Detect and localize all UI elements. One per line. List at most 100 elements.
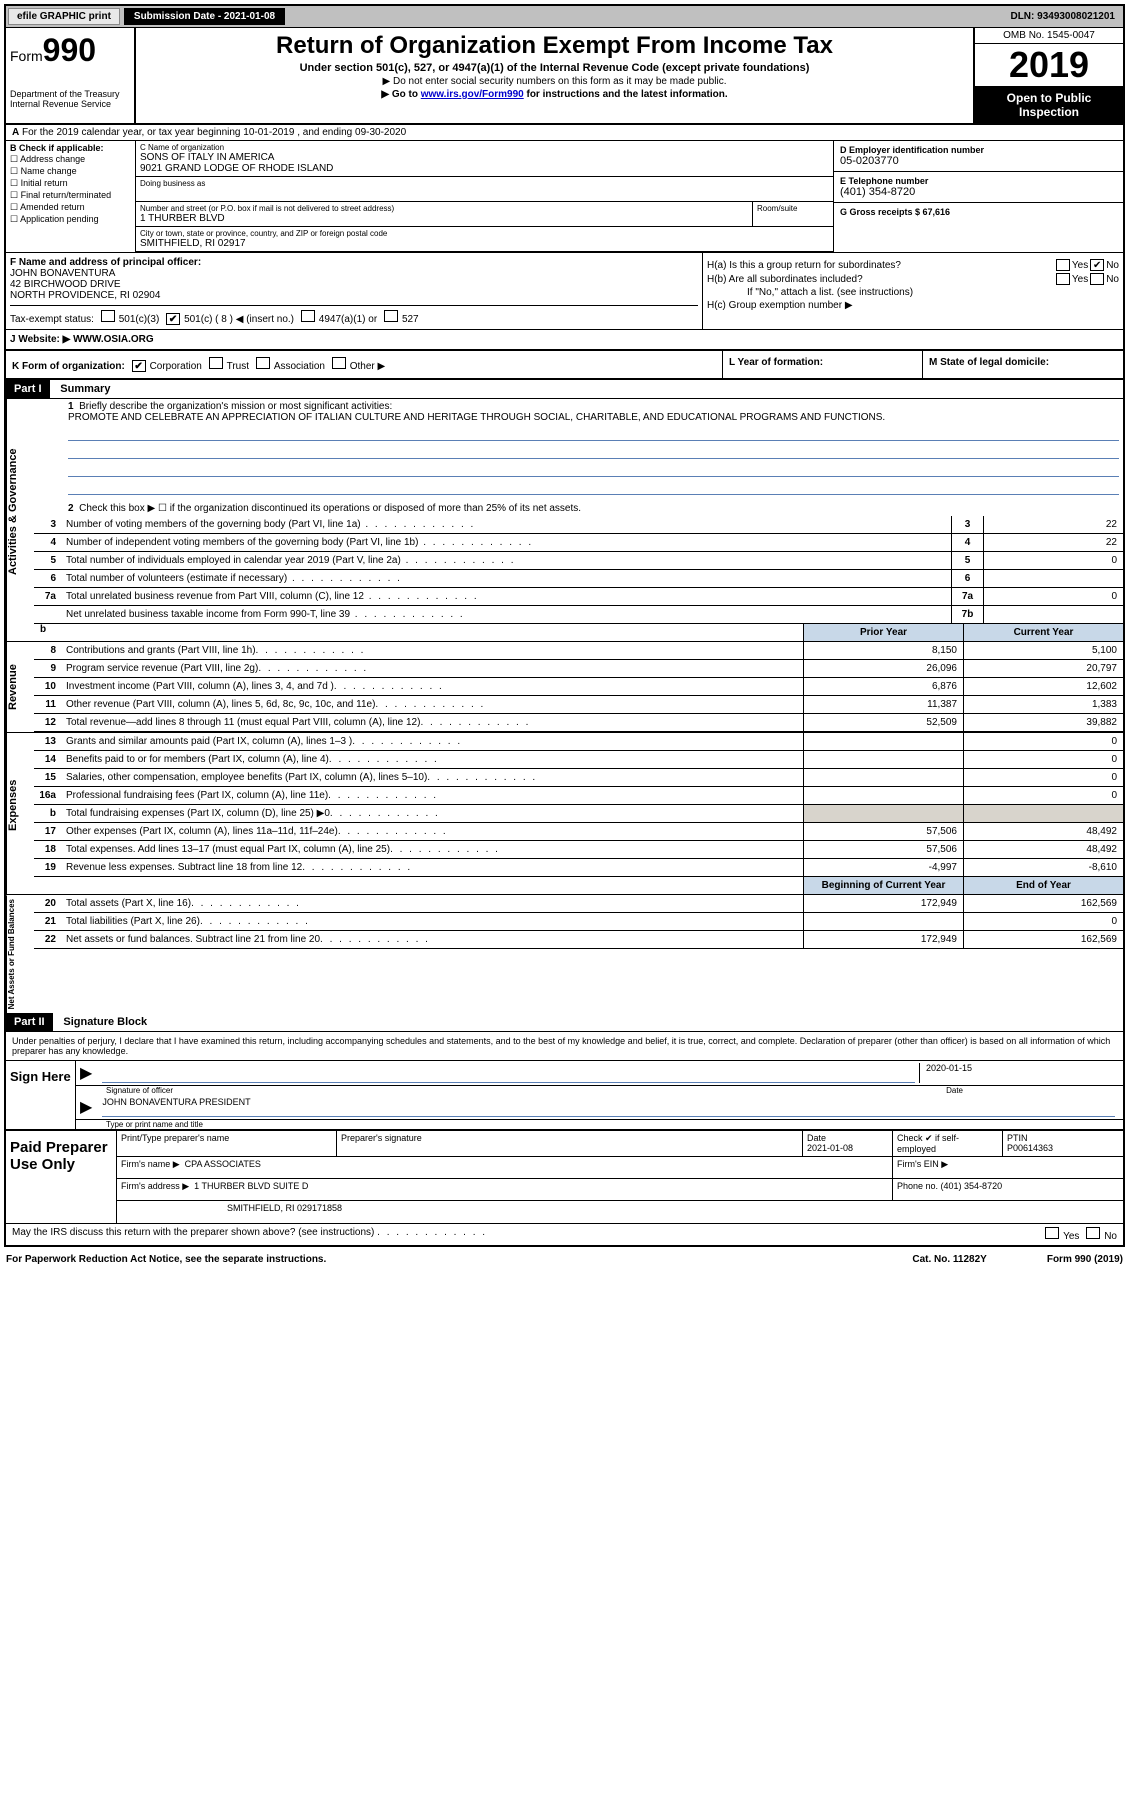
financial-line: 18Total expenses. Add lines 13–17 (must … (34, 841, 1123, 859)
irs-link[interactable]: www.irs.gov/Form990 (421, 89, 524, 100)
discuss-question: May the IRS discuss this return with the… (12, 1227, 917, 1242)
financial-line: 17Other expenses (Part IX, column (A), l… (34, 823, 1123, 841)
ha-no[interactable]: ✔ (1090, 259, 1104, 271)
line-1: 1 Briefly describe the organization's mi… (34, 399, 1123, 501)
discuss-no[interactable] (1086, 1227, 1100, 1239)
firm-addr2: SMITHFIELD, RI 029171858 (117, 1201, 1123, 1223)
officer-typed-name: JOHN BONAVENTURA PRESIDENT (102, 1097, 250, 1107)
form-header: Form990 Department of the TreasuryIntern… (6, 28, 1123, 125)
financial-line: 22Net assets or fund balances. Subtract … (34, 931, 1123, 949)
financial-line: 8Contributions and grants (Part VIII, li… (34, 642, 1123, 660)
check-501c[interactable]: ✔ (166, 313, 180, 325)
part2-header: Part II Signature Block (6, 1013, 1123, 1032)
side-governance: Activities & Governance (6, 399, 34, 624)
dept-label: Department of the TreasuryInternal Reven… (10, 89, 130, 109)
tax-year: 2019 (975, 44, 1123, 87)
check-final-return[interactable]: ☐ Final return/terminated (10, 190, 131, 201)
signature-arrow-icon: ▶ (80, 1063, 98, 1083)
financial-line: 10Investment income (Part VIII, column (… (34, 678, 1123, 696)
side-expenses: Expenses (6, 733, 34, 877)
check-application-pending[interactable]: ☐ Application pending (10, 214, 131, 225)
financial-line: 16aProfessional fundraising fees (Part I… (34, 787, 1123, 805)
box-d: D Employer identification number 05-0203… (833, 141, 1123, 252)
check-other[interactable] (332, 357, 346, 369)
financial-line: 14Benefits paid to or for members (Part … (34, 751, 1123, 769)
paid-preparer-label: Paid Preparer Use Only (6, 1131, 116, 1223)
financial-line: 15Salaries, other compensation, employee… (34, 769, 1123, 787)
mission-text: PROMOTE AND CELEBRATE AN APPRECIATION OF… (68, 412, 885, 423)
check-address-change[interactable]: ☐ Address change (10, 154, 131, 165)
gov-line: 7aTotal unrelated business revenue from … (34, 588, 1123, 606)
gross-receipts: G Gross receipts $ 67,616 (840, 207, 1117, 217)
side-netassets: Net Assets or Fund Balances (6, 895, 34, 1013)
line-a: A For the 2019 calendar year, or tax yea… (6, 125, 1123, 141)
org-name: SONS OF ITALY IN AMERICA (140, 152, 829, 163)
box-h: H(a) Is this a group return for subordin… (703, 253, 1123, 329)
financial-line: 9Program service revenue (Part VIII, lin… (34, 660, 1123, 678)
check-amended[interactable]: ☐ Amended return (10, 202, 131, 213)
dln-label: DLN: 93493008021201 (1010, 11, 1121, 22)
check-527[interactable] (384, 310, 398, 322)
box-b: B Check if applicable: ☐ Address change … (6, 141, 136, 252)
check-trust[interactable] (209, 357, 223, 369)
na-headers: Beginning of Current Year End of Year (6, 877, 1123, 895)
box-c: C Name of organization SONS OF ITALY IN … (136, 141, 833, 252)
signature-declaration: Under penalties of perjury, I declare th… (6, 1032, 1123, 1060)
check-name-change[interactable]: ☐ Name change (10, 166, 131, 177)
part1-header: Part I Summary (6, 380, 1123, 399)
cat-no: Cat. No. 11282Y (912, 1254, 986, 1265)
paperwork-notice: For Paperwork Reduction Act Notice, see … (6, 1254, 326, 1265)
gov-line: 3Number of voting members of the governi… (34, 516, 1123, 534)
name-arrow-icon: ▶ (80, 1097, 98, 1117)
form-subtitle1: Under section 501(c), 527, or 4947(a)(1)… (140, 62, 969, 74)
form-footer: Form 990 (2019) (1047, 1254, 1123, 1265)
ein-value: 05-0203770 (840, 155, 1117, 167)
line-2: 2 Check this box ▶ ☐ if the organization… (34, 501, 1123, 516)
form-subtitle3: ▶ Go to www.irs.gov/Form990 for instruct… (140, 89, 969, 100)
gov-line: 5Total number of individuals employed in… (34, 552, 1123, 570)
financial-line: bTotal fundraising expenses (Part IX, co… (34, 805, 1123, 823)
efile-button[interactable]: efile GRAPHIC print (8, 8, 120, 25)
check-association[interactable] (256, 357, 270, 369)
org-city: SMITHFIELD, RI 02917 (140, 238, 829, 249)
form-subtitle2: ▶ Do not enter social security numbers o… (140, 76, 969, 87)
telephone: (401) 354-8720 (840, 186, 1117, 198)
omb-number: OMB No. 1545-0047 (975, 28, 1123, 44)
prep-date: 2021-01-08 (807, 1143, 853, 1153)
check-4947[interactable] (301, 310, 315, 322)
ha-yes[interactable] (1056, 259, 1070, 271)
financial-line: 11Other revenue (Part VIII, column (A), … (34, 696, 1123, 714)
financial-line: 20Total assets (Part X, line 16)172,9491… (34, 895, 1123, 913)
form-number: 990 (43, 32, 96, 68)
check-initial-return[interactable]: ☐ Initial return (10, 178, 131, 189)
financial-line: 13Grants and similar amounts paid (Part … (34, 733, 1123, 751)
discuss-yes[interactable] (1045, 1227, 1059, 1239)
klm-row: K Form of organization: ✔Corporation Tru… (6, 351, 1123, 380)
check-corporation[interactable]: ✔ (132, 360, 146, 372)
hb-no[interactable] (1090, 273, 1104, 285)
self-employed-check[interactable]: Check ✔ if self-employed (893, 1131, 1003, 1156)
org-address: 1 THURBER BLVD (140, 213, 748, 224)
gov-line: 4Number of independent voting members of… (34, 534, 1123, 552)
form-title: Return of Organization Exempt From Incom… (140, 32, 969, 60)
sig-date: 2020-01-15 (926, 1063, 972, 1073)
officer-name: JOHN BONAVENTURA (10, 268, 115, 279)
hb-yes[interactable] (1056, 273, 1070, 285)
org-name2: 9021 GRAND LODGE OF RHODE ISLAND (140, 163, 829, 174)
check-501c3[interactable] (101, 310, 115, 322)
form-label: Form (10, 48, 43, 64)
phone: Phone no. (401) 354-8720 (893, 1179, 1123, 1200)
financial-line: 12Total revenue—add lines 8 through 11 (… (34, 714, 1123, 732)
website-row: J Website: ▶ WWW.OSIA.ORG (6, 330, 1123, 351)
year-headers: b Prior Year Current Year (6, 624, 1123, 642)
officer-signature[interactable] (102, 1063, 915, 1083)
top-toolbar: efile GRAPHIC print Submission Date - 20… (6, 6, 1123, 28)
side-revenue: Revenue (6, 642, 34, 732)
gov-line: Net unrelated business taxable income fr… (34, 606, 1123, 624)
sign-here-label: Sign Here (6, 1061, 76, 1129)
website-link[interactable]: WWW.OSIA.ORG (73, 334, 154, 345)
ptin: P00614363 (1007, 1143, 1053, 1153)
submission-date: Submission Date - 2021-01-08 (124, 8, 285, 25)
gov-line: 6Total number of volunteers (estimate if… (34, 570, 1123, 588)
financial-line: 19Revenue less expenses. Subtract line 1… (34, 859, 1123, 877)
